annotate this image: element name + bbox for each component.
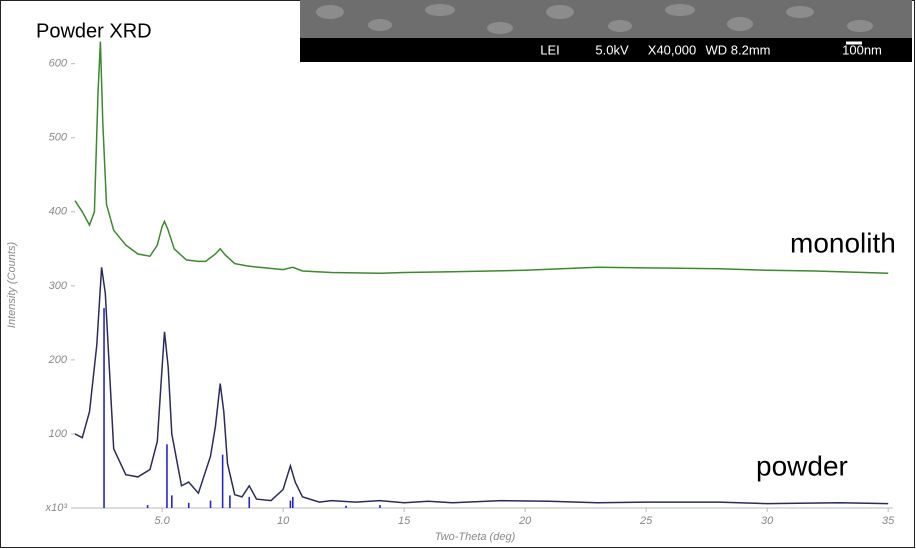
x-axis-label: Two-Theta (deg) bbox=[435, 531, 516, 543]
sem-image bbox=[300, 0, 912, 40]
sem-texture bbox=[316, 4, 873, 34]
x-tick-label: 30 bbox=[761, 515, 774, 527]
inset-label: X40,000 bbox=[648, 42, 696, 57]
chart-title: Powder XRD bbox=[36, 20, 152, 42]
y-tick-label: 400 bbox=[49, 206, 68, 218]
inset-label: 100nm bbox=[842, 42, 882, 57]
sem-info-bar bbox=[300, 38, 912, 62]
series-label: monolith bbox=[790, 227, 896, 258]
y-tick-label: 600 bbox=[49, 58, 68, 70]
x-tick-label: 35 bbox=[882, 515, 895, 527]
y-tick-label: x10³ bbox=[45, 502, 68, 514]
data-line bbox=[74, 41, 889, 275]
x-tick-label: 20 bbox=[518, 515, 532, 527]
y-tick-label: 500 bbox=[49, 132, 68, 144]
y-axis-label: Intensity (Counts) bbox=[6, 242, 18, 329]
inset-label: 5.0kV bbox=[595, 42, 629, 57]
data-line bbox=[74, 267, 889, 505]
x-tick-label: 25 bbox=[639, 515, 653, 527]
inset-label: LEI bbox=[540, 42, 560, 57]
x-tick-label: 5.0 bbox=[154, 515, 170, 527]
y-tick-label: 300 bbox=[49, 280, 68, 292]
x-tick-label: 15 bbox=[398, 515, 411, 527]
y-tick-label: 100 bbox=[49, 428, 68, 440]
x-tick-label: 10 bbox=[277, 515, 290, 527]
series-label: powder bbox=[756, 450, 848, 481]
inset-label: WD 8.2mm bbox=[706, 42, 771, 57]
y-tick-label: 200 bbox=[48, 354, 68, 366]
